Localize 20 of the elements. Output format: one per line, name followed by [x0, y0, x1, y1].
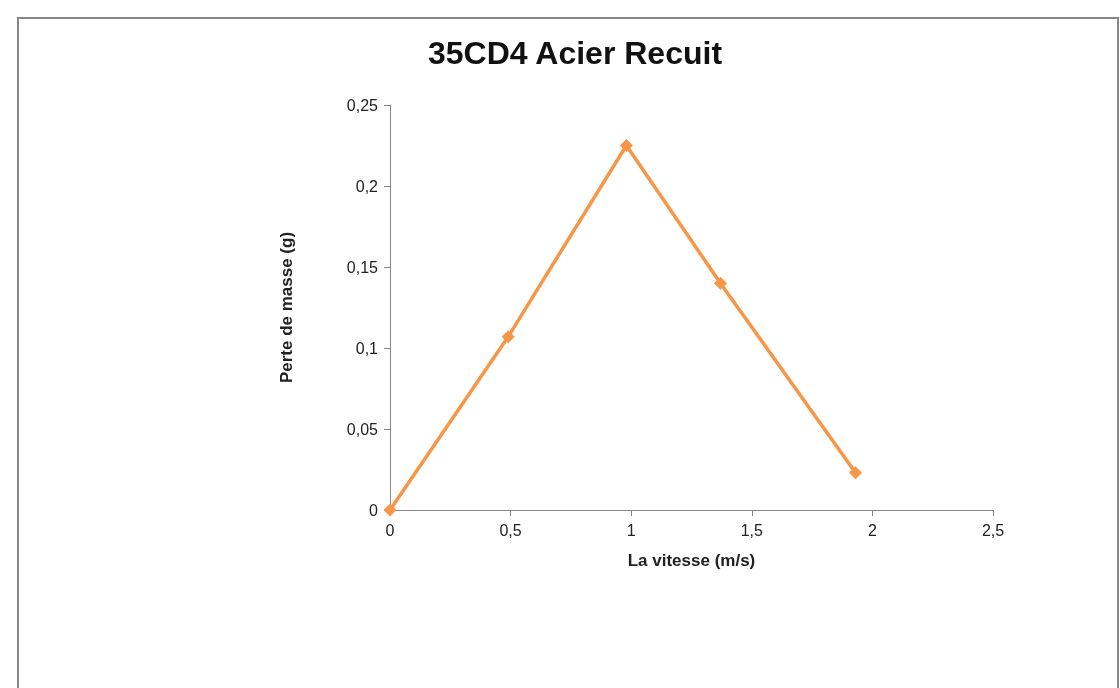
x-tick-label: 0,5: [499, 521, 522, 539]
point: [713, 276, 727, 290]
x-tick-label: 0: [385, 521, 395, 539]
point: [383, 503, 397, 517]
chart-title: 35CD4 Acier Recuit: [427, 35, 723, 71]
y-tick-label: 0,1: [355, 339, 379, 357]
point: [619, 139, 633, 152]
x-tick-label: 1,5: [740, 521, 764, 539]
y-tick-label: 0,25: [346, 96, 379, 114]
y-tick-label: 0,05: [346, 420, 379, 438]
x-axis-title: La vitesse (m/s): [627, 551, 756, 570]
y-tick-label: 0,15: [346, 258, 379, 276]
y-tick-label: 0: [369, 501, 379, 519]
y-axis-title: Perte de masse (g): [277, 231, 296, 384]
x-tick-label: 2,5: [981, 521, 1005, 539]
x-tick-label: 2: [867, 521, 877, 539]
point: [849, 466, 863, 480]
x-tick-label: 1: [626, 521, 636, 539]
y-tick-label: 0,2: [355, 177, 379, 195]
point: [501, 330, 515, 344]
